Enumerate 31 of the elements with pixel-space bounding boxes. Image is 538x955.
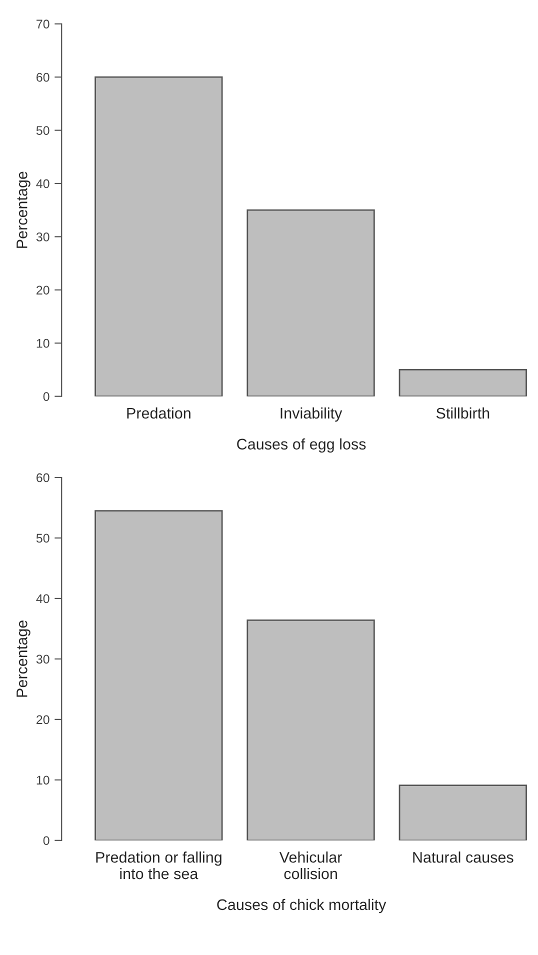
y-tick-label: 20: [36, 715, 50, 724]
y-tick-label: 10: [36, 338, 50, 348]
x-tick-label: Predation or falling into the sea: [96, 852, 222, 880]
y-tick-label: 70: [36, 20, 50, 29]
y-tick-label: 20: [36, 286, 50, 295]
bar: [246, 209, 375, 396]
x-axis-title: Causes of egg loss: [237, 438, 366, 453]
bar: [94, 510, 223, 840]
y-tick-label: 0: [43, 392, 50, 401]
y-tick-label: 40: [36, 179, 50, 188]
x-tick-label: Inviability: [280, 407, 342, 422]
y-tick-label: 50: [36, 534, 50, 543]
bar: [246, 620, 375, 840]
y-axis-title: Percentage: [16, 172, 30, 248]
y-tick-label: 0: [43, 836, 50, 846]
bar: [398, 369, 527, 396]
y-tick-label: 50: [36, 126, 50, 135]
x-tick-label: Stillbirth: [436, 407, 490, 419]
bar: [398, 784, 527, 840]
y-tick-label: 60: [36, 72, 50, 82]
bar: [94, 76, 223, 396]
y-tick-label: 60: [36, 473, 50, 482]
x-tick-label: Vehicular collision: [279, 852, 342, 880]
y-tick-label: 30: [36, 654, 50, 664]
x-tick-label: Natural causes: [413, 852, 514, 863]
y-tick-label: 30: [36, 232, 50, 242]
y-axis-title: Percentage: [16, 620, 30, 697]
y-tick-label: 40: [36, 594, 50, 604]
x-axis-title: Causes of chick mortality: [217, 898, 386, 914]
x-tick-label: Predation: [127, 407, 190, 419]
y-tick-label: 10: [36, 776, 50, 785]
